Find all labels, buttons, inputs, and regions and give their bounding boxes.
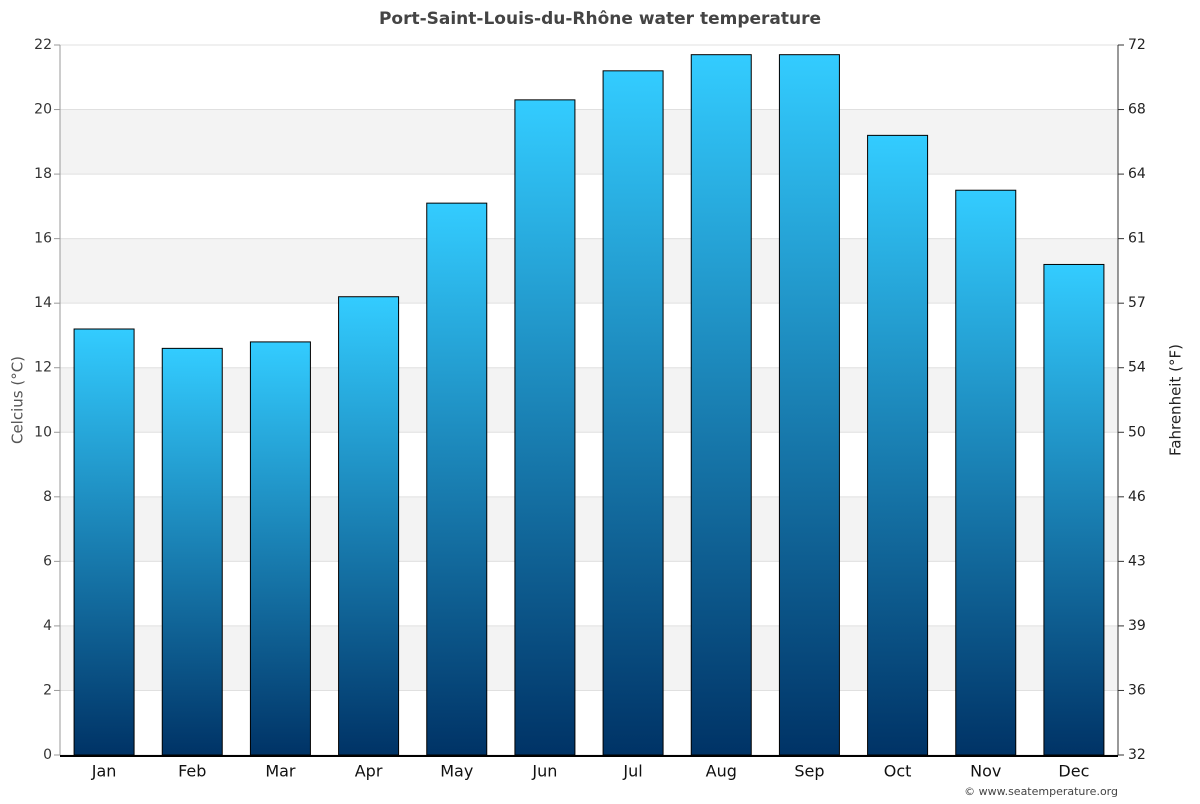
- y-tick-label: 10: [34, 424, 52, 440]
- grid-band: [60, 367, 1118, 433]
- y2-tick-label: 43: [1128, 553, 1146, 569]
- x-tick-label: May: [440, 762, 473, 781]
- bar: [867, 134, 929, 756]
- x-tick-label: Nov: [970, 762, 1001, 781]
- y-tick-label: 4: [43, 618, 52, 634]
- x-tick-label: Feb: [178, 762, 206, 781]
- bar: [602, 70, 664, 756]
- y-tick-label: 16: [34, 231, 52, 247]
- y2-tick-label: 61: [1128, 231, 1146, 247]
- x-tick-label: Sep: [794, 762, 824, 781]
- bar: [338, 296, 400, 756]
- y2-axis-label: Fahrenheit (°F): [1167, 344, 1185, 456]
- bands: [60, 109, 1118, 691]
- y2-tick-label: 72: [1128, 37, 1146, 53]
- y2-tick-label: 36: [1128, 682, 1146, 698]
- x-tick-label: Jan: [91, 762, 117, 781]
- grid-band: [60, 625, 1118, 691]
- x-tick-label: Aug: [706, 762, 737, 781]
- x-tick-label: Oct: [884, 762, 912, 781]
- y-tick-label: 2: [43, 682, 52, 698]
- y2-tick-label: 50: [1128, 424, 1146, 440]
- y-axis-label: Celcius (°C): [9, 356, 27, 444]
- bar: [690, 54, 752, 756]
- y2-tick-label: 32: [1128, 747, 1146, 763]
- y-tick-label: 6: [43, 553, 52, 569]
- x-tick-label: Apr: [355, 762, 383, 781]
- y2-tick-label: 46: [1128, 489, 1146, 505]
- bar: [73, 328, 135, 756]
- y-tick-label: 8: [43, 489, 52, 505]
- y-tick-label: 18: [34, 166, 52, 182]
- y2-tick-label: 54: [1128, 360, 1146, 376]
- y2-tick-label: 68: [1128, 102, 1146, 118]
- grid-band: [60, 109, 1118, 175]
- chart-title: Port-Saint-Louis-du-Rhône water temperat…: [379, 9, 821, 29]
- bar: [1043, 263, 1105, 756]
- x-tick-label: Jun: [531, 762, 557, 781]
- y-tick-label: 0: [43, 747, 52, 763]
- bar: [161, 347, 223, 756]
- y-tick-label: 20: [34, 102, 52, 118]
- y-tick-label: 22: [34, 37, 52, 53]
- grid-band: [60, 238, 1118, 304]
- y2-tick-label: 39: [1128, 618, 1146, 634]
- bar: [778, 54, 840, 756]
- credit: © www.seatemperature.org: [964, 785, 1118, 798]
- y2-tick-label: 57: [1128, 295, 1146, 311]
- y-tick-label: 14: [34, 295, 52, 311]
- bar: [514, 99, 576, 756]
- x-tick-label: Mar: [265, 762, 296, 781]
- x-tick-label: Jul: [622, 762, 642, 781]
- x-tick-label: Dec: [1058, 762, 1089, 781]
- bar: [955, 189, 1017, 756]
- grid-band: [60, 496, 1118, 562]
- y2-tick-label: 64: [1128, 166, 1146, 182]
- bar: [426, 202, 488, 756]
- bar: [249, 341, 311, 756]
- y-tick-label: 12: [34, 360, 52, 376]
